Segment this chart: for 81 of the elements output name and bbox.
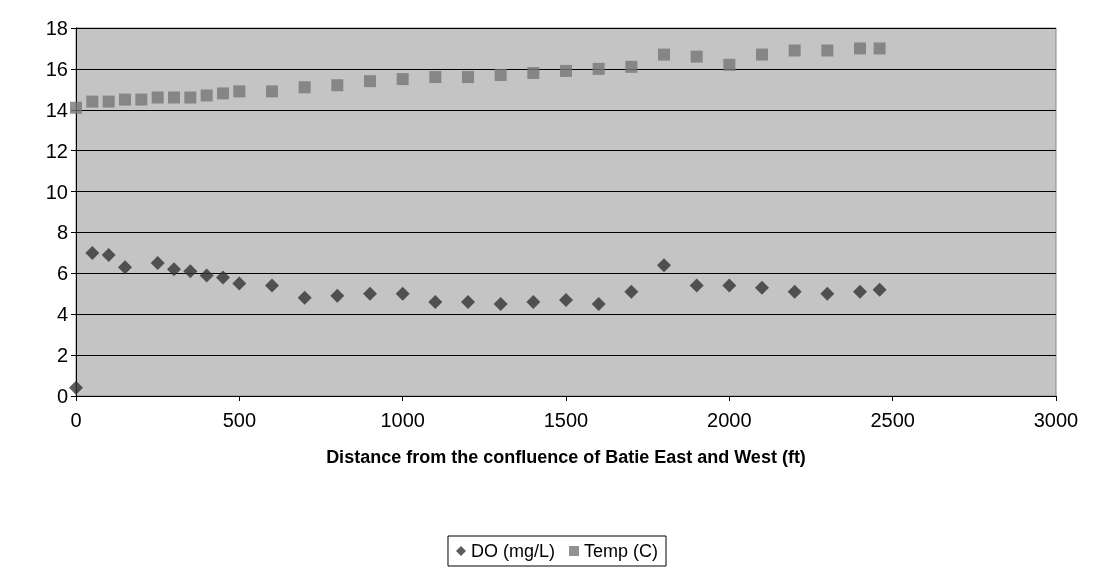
point: [168, 91, 180, 104]
point: [233, 85, 246, 98]
point: [119, 93, 131, 106]
point: [462, 71, 474, 84]
point: [297, 290, 312, 305]
point: [854, 42, 866, 55]
point: [755, 280, 769, 295]
x-tick-label: 2000: [707, 409, 752, 431]
point: [266, 85, 278, 98]
point: [395, 286, 410, 301]
point: [658, 48, 670, 61]
legend-label: DO (mg/L): [471, 541, 556, 561]
point: [330, 288, 345, 303]
y-tick-label: 6: [56, 262, 68, 285]
point: [821, 44, 834, 57]
point: [298, 81, 311, 94]
legend-label: Temp (C): [584, 541, 659, 561]
point: [363, 286, 377, 301]
point: [199, 268, 214, 283]
point: [624, 284, 639, 299]
point: [820, 286, 835, 301]
point: [527, 66, 540, 79]
point: [873, 42, 886, 55]
point: [101, 247, 116, 262]
y-tick-label: 4: [56, 303, 68, 326]
point: [331, 79, 344, 92]
point: [135, 93, 148, 106]
point: [118, 260, 132, 275]
point: [723, 58, 736, 71]
y-tick-label: 18: [45, 17, 68, 39]
point: [461, 294, 475, 309]
point: [151, 91, 164, 104]
point: [86, 95, 99, 108]
point: [787, 284, 802, 299]
point: [85, 245, 100, 260]
point: [200, 89, 213, 102]
point: [364, 75, 376, 88]
point: [559, 292, 573, 307]
point: [232, 276, 247, 291]
point: [722, 278, 737, 293]
y-tick-label: 8: [56, 221, 68, 244]
y-tick-label: 12: [45, 139, 68, 162]
point: [70, 101, 82, 114]
x-tick-label: 500: [222, 409, 257, 431]
point: [526, 294, 541, 309]
point: [690, 50, 703, 63]
y-tick-label: 14: [45, 98, 68, 121]
x-axis-title: Distance from the confluence of Batie East and West (ft): [326, 447, 806, 467]
point: [428, 294, 443, 309]
x-tick-label: 1500: [543, 409, 589, 431]
point: [69, 380, 83, 395]
point: [560, 64, 572, 77]
point: [592, 62, 605, 75]
point: [493, 297, 508, 311]
y-tick-label: 10: [45, 180, 68, 203]
x-tick-label: 2500: [870, 409, 915, 431]
point: [216, 270, 230, 285]
point: [217, 87, 229, 100]
point: [657, 258, 671, 273]
point: [625, 60, 638, 73]
point: [150, 256, 165, 271]
point: [102, 95, 115, 108]
point: [591, 297, 606, 311]
y-tick-label: 2: [56, 344, 68, 367]
point: [396, 73, 409, 86]
y-tick-label: 0: [56, 385, 68, 407]
point: [167, 262, 181, 277]
point: [265, 278, 279, 293]
point: [494, 69, 507, 82]
x-tick-label: 1000: [380, 409, 425, 431]
point: [853, 284, 867, 299]
point: [689, 278, 704, 293]
x-tick-label: 0: [70, 409, 82, 431]
point: [756, 48, 768, 61]
point: [788, 44, 801, 57]
point: [183, 264, 198, 279]
point: [184, 91, 197, 104]
y-tick-label: 16: [45, 57, 68, 80]
point: [872, 282, 887, 297]
point: [429, 71, 442, 84]
x-tick-label: 3000: [1033, 409, 1079, 431]
